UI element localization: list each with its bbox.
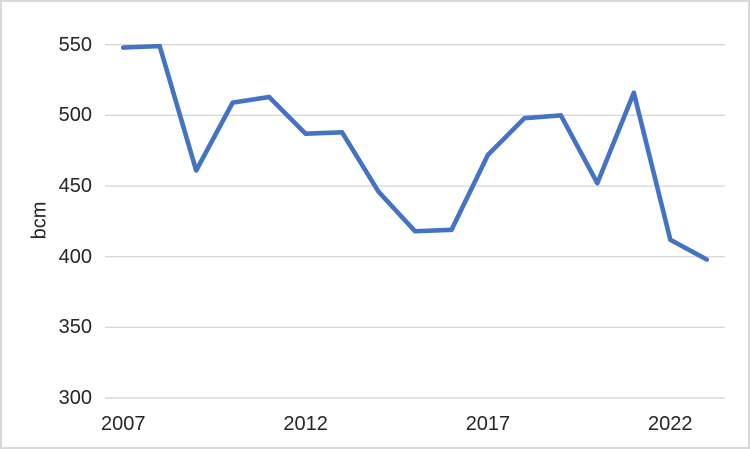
x-tick-label-2007: 2007 xyxy=(100,413,146,435)
x-tick-label-2022: 2022 xyxy=(648,413,693,435)
y-tick-label-550: 550 xyxy=(58,33,92,56)
y-tick-label-300: 300 xyxy=(58,387,92,409)
x-tick-label-2017: 2017 xyxy=(465,413,511,435)
y-axis-title: bcm xyxy=(28,201,51,240)
series-line-gas-volume-bcm xyxy=(120,43,710,262)
x-tick-label-2012: 2012 xyxy=(283,413,328,435)
y-tick-label-450: 450 xyxy=(58,175,92,198)
y-tick-label-350: 350 xyxy=(58,316,92,339)
y-tick-label-400: 400 xyxy=(58,245,92,268)
y-tick-label-500: 500 xyxy=(58,104,92,127)
